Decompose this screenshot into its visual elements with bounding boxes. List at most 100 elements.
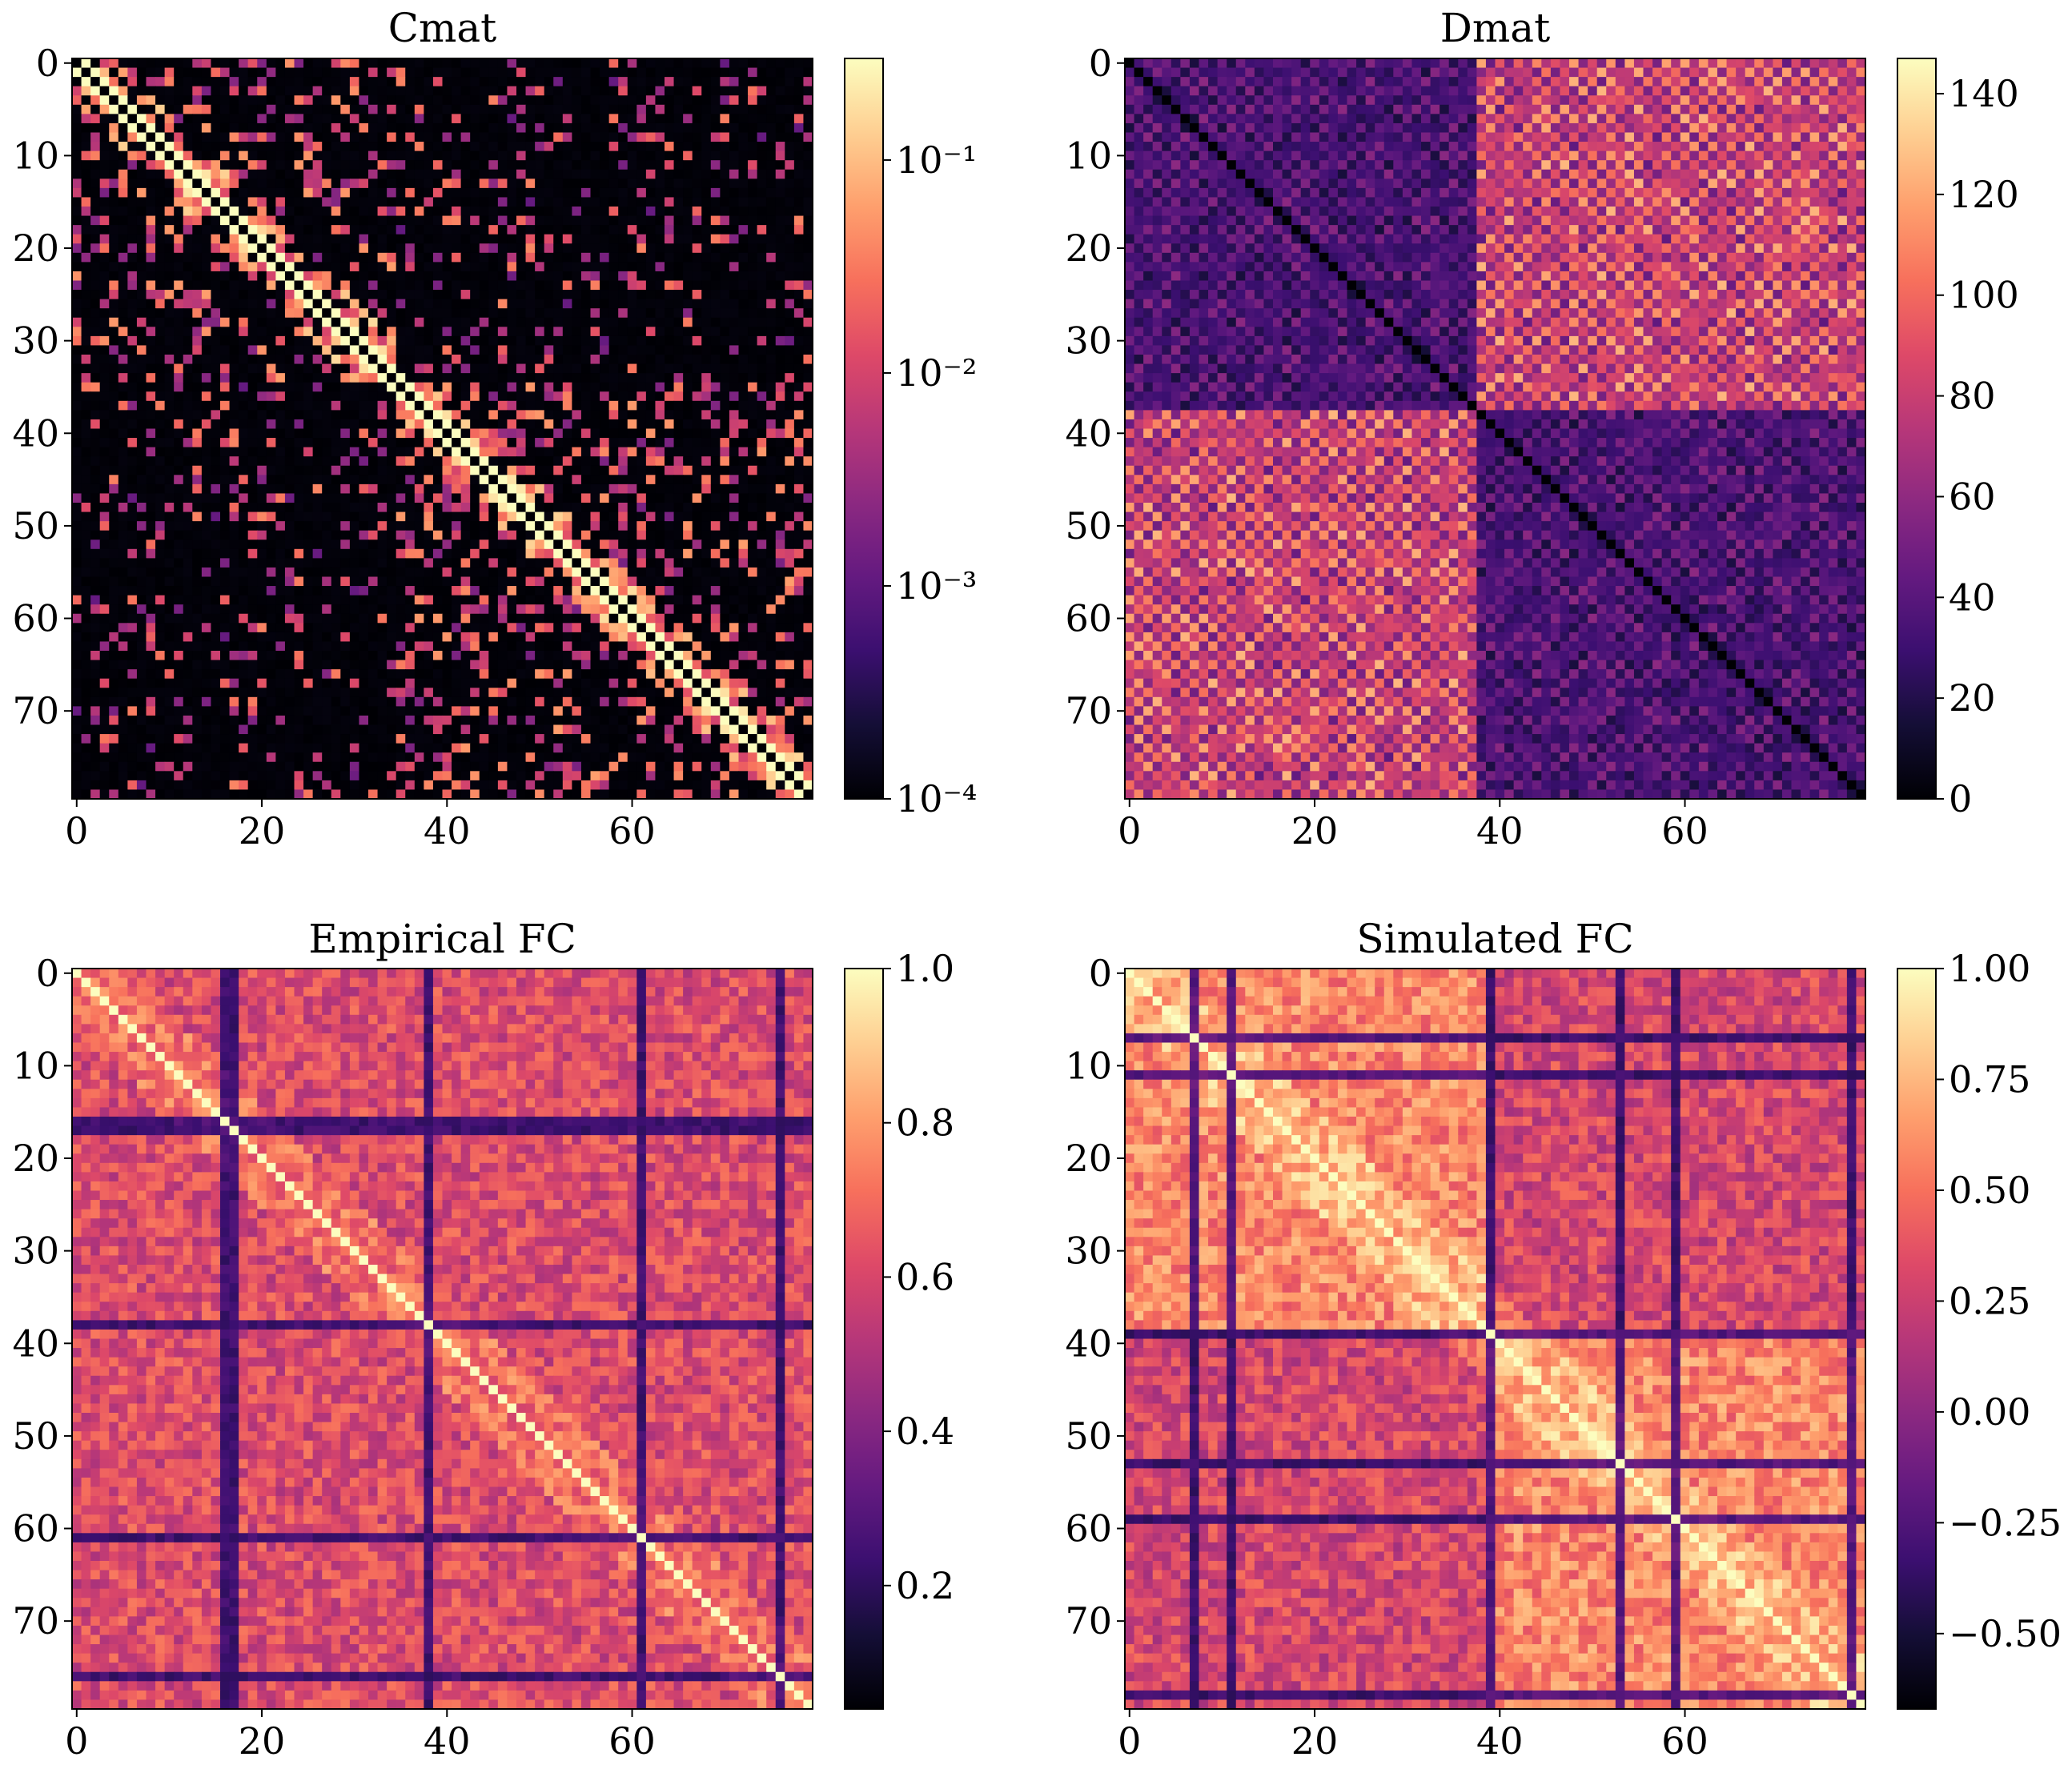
heatmap-cell [507, 317, 517, 327]
heatmap-cell [729, 160, 740, 170]
heatmap-cell [99, 271, 110, 282]
heatmap-cell [793, 363, 805, 374]
heatmap-cell [164, 327, 175, 337]
heatmap-cell [331, 114, 341, 124]
heatmap-cell [497, 262, 508, 272]
heatmap-cell [340, 530, 351, 540]
heatmap-cell [793, 169, 805, 179]
heatmap-cell [442, 67, 452, 78]
heatmap-cell [90, 169, 101, 179]
heatmap-cell [655, 95, 665, 106]
heatmap-cell [155, 187, 166, 199]
heatmap-cell [174, 438, 184, 448]
heatmap-cell [553, 456, 564, 467]
heatmap-cell [377, 475, 387, 485]
heatmap-cell [608, 335, 619, 347]
heatmap-cell [72, 308, 82, 319]
heatmap-cell [683, 391, 693, 402]
heatmap-cell [525, 567, 536, 578]
heatmap-cell [349, 521, 360, 531]
heatmap-cell [257, 95, 267, 106]
heatmap-cell [785, 623, 795, 633]
heatmap-cell [183, 262, 193, 272]
heatmap-cell [636, 327, 647, 337]
heatmap-cell [497, 623, 508, 633]
heatmap-cell [331, 327, 341, 337]
heatmap-cell [432, 179, 444, 189]
heatmap-cell [220, 391, 231, 402]
heatmap-cell [90, 299, 101, 309]
heatmap-cell [164, 475, 175, 485]
heatmap-cell [312, 142, 323, 152]
heatmap-cell [627, 438, 637, 448]
heatmap-cell [146, 197, 156, 207]
heatmap-cell [775, 428, 785, 439]
heatmap-cell [294, 114, 304, 124]
heatmap-cell [377, 521, 387, 531]
heatmap-cell [192, 207, 203, 217]
heatmap-cell [655, 548, 665, 559]
heatmap-cell [284, 576, 295, 587]
heatmap-cell [710, 345, 721, 355]
heatmap-cell [155, 104, 166, 114]
heatmap-cell [405, 150, 416, 161]
heatmap-cell [544, 540, 554, 550]
heatmap-cell [387, 355, 397, 365]
heatmap-cell [452, 456, 462, 467]
heatmap-cell [146, 280, 156, 291]
heatmap-cell [488, 262, 499, 272]
heatmap-cell [470, 521, 480, 531]
heatmap-cell [488, 493, 499, 503]
heatmap-cell [201, 475, 212, 485]
heatmap-cell [349, 67, 360, 78]
heatmap-cell [247, 95, 258, 106]
heatmap-cell [618, 355, 628, 365]
heatmap-cell [673, 558, 684, 568]
heatmap-cell [387, 447, 397, 457]
heatmap-cell [544, 503, 554, 513]
heatmap-cell [729, 290, 740, 300]
heatmap-cell [497, 271, 508, 282]
heatmap-cell [377, 187, 387, 199]
heatmap-cell [90, 95, 101, 106]
heatmap-cell [488, 465, 499, 475]
heatmap-cell [211, 142, 221, 152]
heatmap-cell [627, 207, 637, 217]
heatmap-cell [655, 207, 665, 217]
heatmap-cell [507, 299, 517, 309]
heatmap-cell [322, 623, 332, 633]
heatmap-cell [359, 623, 369, 633]
heatmap-cell [785, 187, 795, 199]
heatmap-cell [118, 104, 128, 114]
heatmap-cell [387, 215, 397, 226]
heatmap-cell [201, 363, 212, 374]
heatmap-cell [72, 391, 82, 402]
heatmap-cell [738, 77, 749, 87]
heatmap-cell [673, 308, 684, 319]
heatmap-cell [452, 382, 462, 392]
heatmap-cell [164, 521, 175, 531]
heatmap-cell [303, 77, 314, 87]
heatmap-cell [368, 86, 379, 96]
heatmap-cell [507, 382, 517, 392]
heatmap-cell [701, 280, 712, 291]
heatmap-cell [673, 327, 684, 337]
heatmap-cell [322, 150, 332, 161]
heatmap-cell [109, 77, 119, 87]
heatmap-cell [488, 363, 499, 374]
heatmap-cell [627, 179, 637, 189]
heatmap-cell [396, 567, 406, 578]
heatmap-cell [757, 511, 767, 522]
heatmap-cell [303, 58, 314, 69]
heatmap-cell [757, 428, 767, 439]
heatmap-cell [211, 114, 221, 124]
heatmap-cell [785, 169, 795, 179]
heatmap-cell [192, 77, 203, 87]
heatmap-cell [600, 540, 610, 550]
heatmap-cell [247, 262, 258, 272]
heatmap-cell [266, 632, 276, 643]
heatmap-cell [247, 58, 258, 69]
heatmap-cell [544, 104, 554, 114]
heatmap-cell [460, 132, 471, 142]
heatmap-cell [192, 576, 203, 587]
